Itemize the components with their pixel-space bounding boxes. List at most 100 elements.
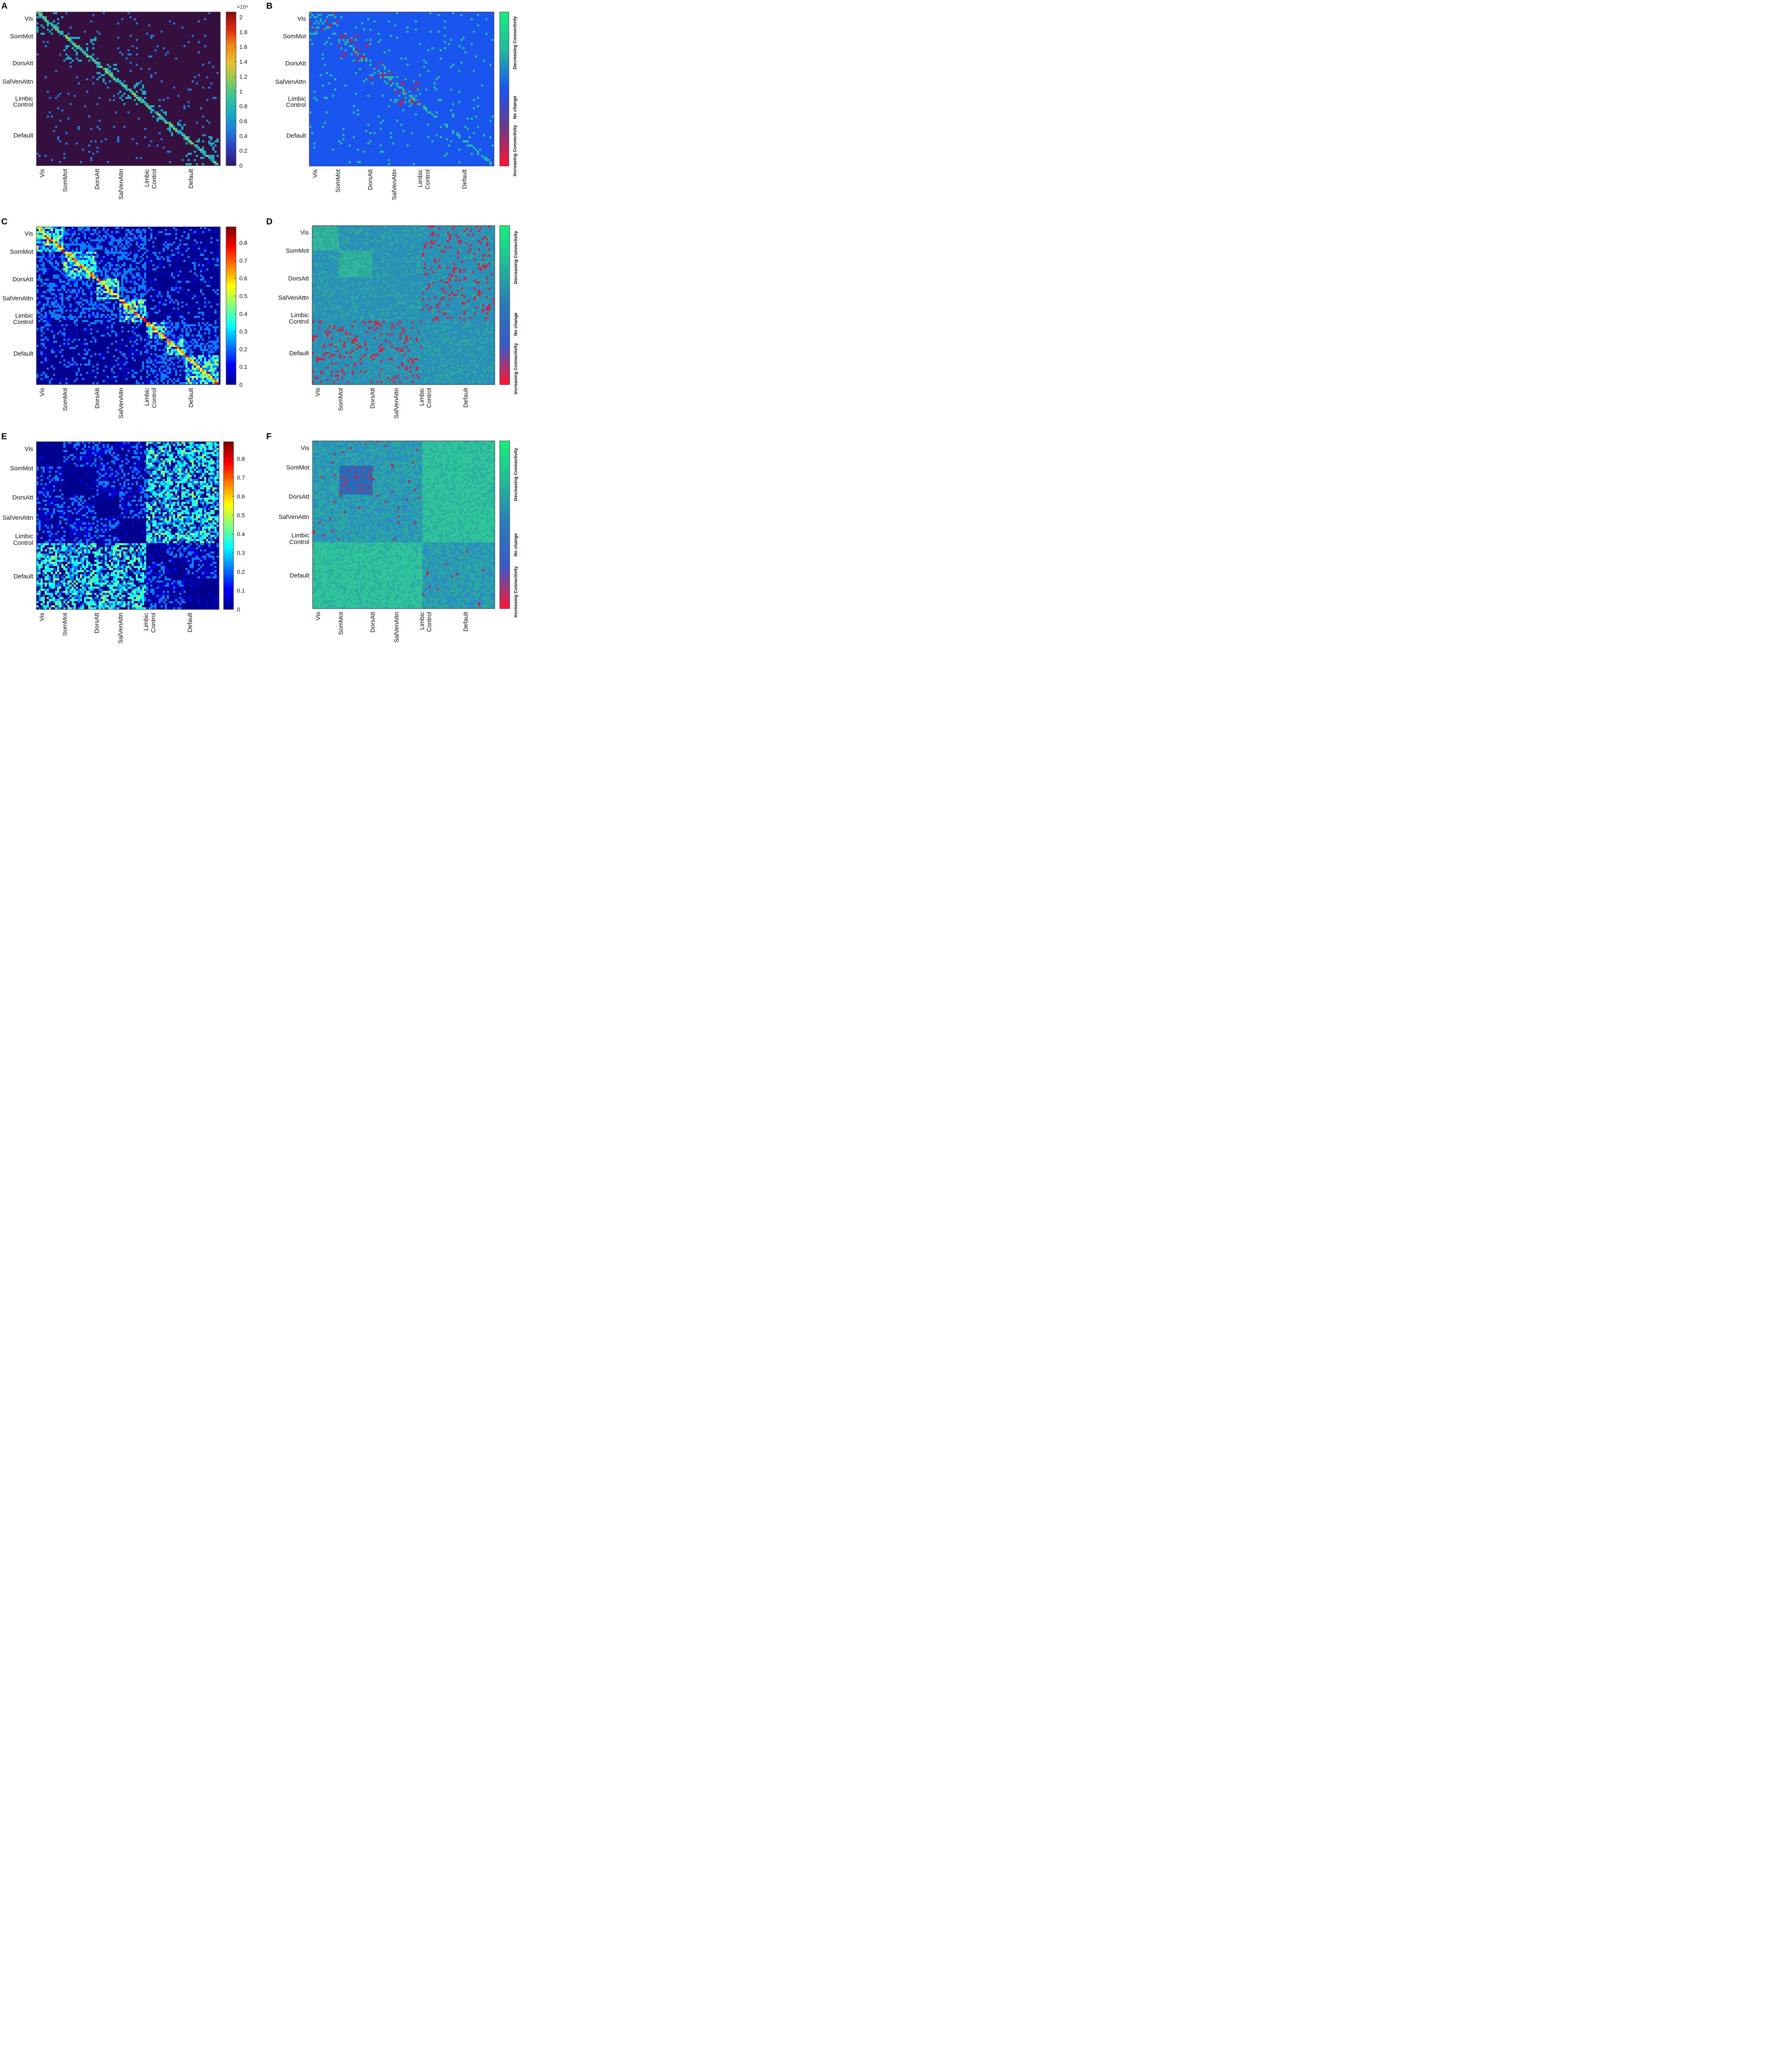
col-label-salvenattn: SalVenAttn	[391, 169, 398, 200]
colorbar-tick-label: 0.5	[239, 293, 248, 299]
col-label-salvenattn: SalVenAttn	[118, 388, 125, 419]
col-label-salvenattn: SalVenAttn	[393, 388, 400, 419]
colorbar-exponent: ×10⁴	[237, 4, 248, 10]
panel-letter: A	[1, 1, 7, 11]
colorbar-tick-label: 0.5	[237, 512, 245, 518]
row-label-limbic: Limbic	[15, 533, 34, 540]
col-label-dorsatt: DorsAtt	[94, 168, 101, 190]
col-label-control: Control	[150, 613, 157, 633]
col-label-default: Default	[462, 611, 470, 631]
panel-C: CVisSomMotDorsAttSalVenAttnLimbicControl…	[1, 217, 248, 419]
legend-increasing: Increasing Connectivity	[513, 125, 518, 176]
diverging-legend-bar	[500, 12, 509, 166]
panel-E: EVisSomMotDorsAttSalVenAttnLimbicControl…	[1, 432, 245, 643]
row-label-vis: Vis	[24, 445, 33, 453]
colorbar	[226, 12, 236, 166]
col-label-vis: Vis	[314, 388, 321, 397]
row-label-dorsatt: DorsAtt	[12, 60, 34, 67]
col-label-vis: Vis	[311, 169, 318, 178]
col-label-control: Control	[426, 388, 433, 408]
panel-B: B Vis SomMot DorsAtt SalVenAttn Limbic Control…	[266, 1, 518, 200]
row-label-dorsatt: DorsAtt	[288, 275, 309, 282]
row-label-sommot: SomMot	[283, 33, 306, 40]
col-label-sommot: SomMot	[61, 612, 68, 636]
row-label-sommot: SomMot	[10, 465, 34, 472]
row-label-vis: Vis	[24, 15, 33, 22]
col-label-vis: Vis	[39, 388, 46, 397]
colorbar-tick-label: 0	[239, 381, 243, 388]
col-label-sommot: SomMot	[335, 169, 342, 193]
col-label-sommot: SomMot	[62, 388, 69, 411]
col-label-limbic: Limbic	[143, 613, 150, 631]
col-label-dorsatt: DorsAtt	[369, 611, 376, 633]
row-label-dorsatt: DorsAtt	[12, 494, 34, 501]
colorbar-tick-label: 0.2	[237, 568, 245, 575]
row-label-dorsatt: DorsAtt	[285, 60, 306, 67]
col-label-limbic: Limbic	[419, 388, 426, 406]
col-label-default: Default	[462, 388, 469, 407]
panel-letter: E	[1, 432, 7, 441]
legend-increasing: Increasing Connectivity	[513, 566, 518, 618]
row-label-default: Default	[289, 572, 309, 579]
legend-decreasing: Decreasing Connectivity	[513, 231, 518, 284]
col-label-dorsatt: DorsAtt	[94, 612, 101, 633]
row-label-sommot: SomMot	[10, 33, 34, 40]
legend-no-change: No change	[513, 313, 518, 336]
row-label-salvenattn: SalVenAttn	[2, 295, 33, 302]
colorbar-tick-label: 1.6	[239, 43, 248, 50]
row-label-vis: Vis	[24, 230, 33, 237]
panel-letter: D	[266, 217, 272, 226]
colorbar-tick-label: 0	[239, 162, 243, 169]
legend-no-change: No change	[513, 533, 518, 556]
row-label-dorsatt: DorsAtt	[289, 493, 310, 501]
col-label-dorsatt: DorsAtt	[369, 388, 376, 409]
panel-D: D Vis SomMot DorsAtt SalVenAttn LimbicControl…	[266, 217, 518, 419]
row-label-sommot: SomMot	[286, 464, 310, 471]
col-label-default: Default	[461, 169, 468, 189]
colorbar-tick-label: 0.2	[239, 346, 248, 352]
colorbar-tick-label: 0.8	[239, 103, 248, 110]
panel-letter: B	[266, 1, 272, 11]
col-label-sommot: SomMot	[337, 388, 344, 411]
row-label-dorsatt: DorsAtt	[12, 276, 34, 283]
panel-F: FVisSomMotDorsAttSalVenAttnLimbicControl…	[266, 432, 518, 643]
heatmap-cells	[36, 442, 219, 609]
col-label-vis: Vis	[315, 612, 322, 621]
col-label-limbic: Limbic	[143, 169, 150, 187]
panel-letter: C	[1, 217, 7, 226]
row-label-default: Default	[286, 132, 306, 140]
col-label-default: Default	[186, 612, 193, 632]
col-label-vis: Vis	[39, 169, 46, 178]
colorbar-tick-label: 0.8	[239, 240, 248, 246]
colorbar-tick-label: 0.2	[239, 147, 248, 154]
row-label-control: Control	[13, 319, 33, 326]
row-label-default: Default	[13, 132, 33, 139]
panel-letter: F	[266, 432, 272, 441]
col-label-control: Control	[426, 612, 433, 632]
row-label-salvenattn: SalVenAttn	[2, 78, 33, 85]
col-label-limbic: Limbic	[417, 169, 424, 188]
colorbar-tick-label: 0.7	[239, 257, 248, 264]
colorbar-tick-label: 0	[237, 606, 240, 613]
row-label-control: Control	[286, 101, 306, 108]
row-label-sommot: SomMot	[286, 248, 309, 255]
col-label-limbic: Limbic	[419, 612, 426, 630]
figure-canvas: AVisSomMotDorsAttSalVenAttnLimbicControl…	[0, 0, 526, 647]
legend-increasing: Increasing Connectivity	[513, 343, 518, 395]
colorbar	[226, 227, 236, 385]
col-label-sommot: SomMot	[337, 611, 344, 635]
col-label-vis: Vis	[39, 613, 46, 621]
colorbar	[224, 442, 234, 609]
row-label-default: Default	[289, 350, 309, 357]
diverging-legend-bar	[500, 441, 510, 609]
colorbar-tick-label: 0.1	[237, 587, 245, 594]
row-label-control: Control	[13, 539, 33, 546]
col-label-default: Default	[188, 168, 195, 188]
colorbar-tick-label: 1.4	[239, 58, 248, 65]
col-label-salvenattn: SalVenAttn	[118, 169, 125, 200]
row-label-vis: Vis	[297, 15, 306, 22]
legend-no-change: No change	[513, 96, 518, 119]
colorbar-tick-label: 1.2	[239, 73, 248, 80]
heatmap-matrix	[309, 12, 494, 166]
row-label-limbic: Limbic	[291, 532, 310, 539]
